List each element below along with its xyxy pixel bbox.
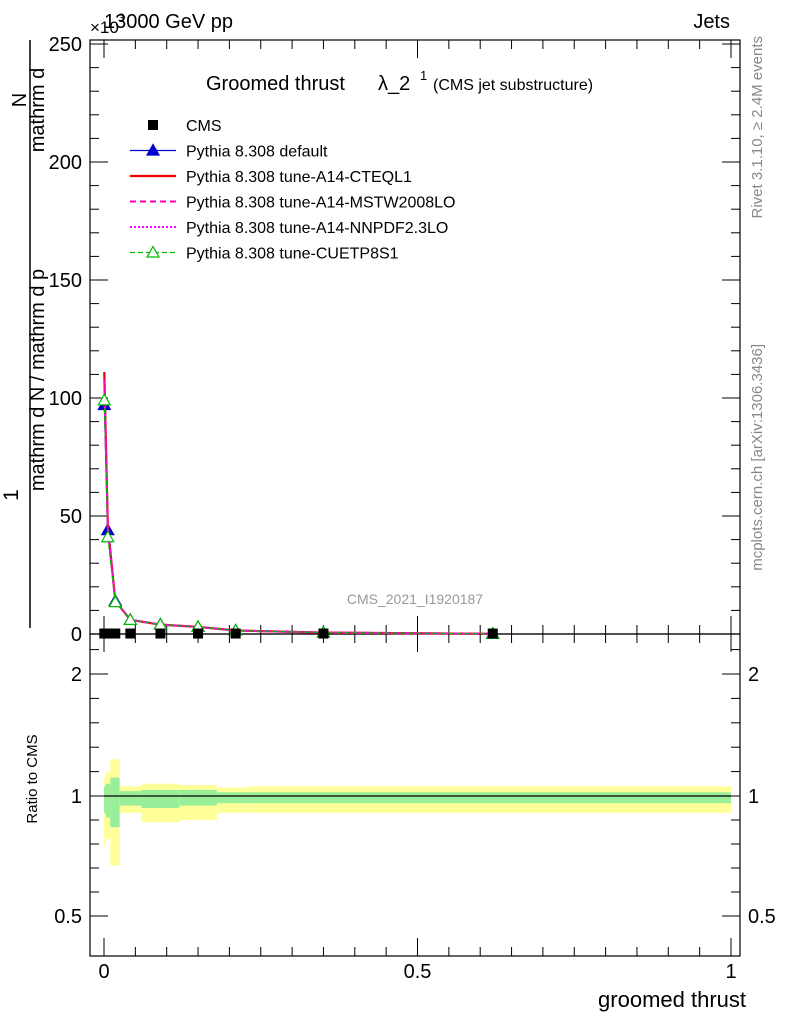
upper-ytick-label: 250	[49, 34, 82, 56]
ylabel-one: 1	[0, 489, 23, 501]
title-text: Groomed thrust	[206, 73, 345, 95]
ratio-inner-band	[141, 789, 180, 808]
legend-label: CMS	[186, 118, 222, 135]
header-process: Jets	[693, 11, 730, 33]
lower-axes: 0.5 0.5 1 1 2 2 0 0.5 1	[54, 634, 776, 983]
upper-ytick-label: 0	[71, 624, 82, 646]
legend-entry: Pythia 8.308 tune-CUETP8S1	[130, 245, 399, 263]
exponent-label: ×10	[90, 18, 119, 37]
cms-data-point	[102, 628, 113, 639]
legend-marker	[145, 245, 161, 258]
cms-data-point	[125, 628, 136, 639]
cms-data-point	[193, 628, 204, 639]
legend-entry: Pythia 8.308 default	[130, 143, 328, 161]
lower-ytick-label: 1	[71, 786, 82, 808]
header-energy: 13000 GeV pp	[104, 11, 233, 33]
lower-ytick-label-right: 2	[748, 664, 759, 686]
legend-label: Pythia 8.308 tune-A14-MSTW2008LO	[186, 195, 455, 212]
ratio-ylabel: Ratio to CMS	[24, 734, 41, 823]
legend-label: Pythia 8.308 default	[186, 144, 328, 161]
upper-ylabel: 1 mathrm d N / mathrm d p mathrm d N	[0, 68, 49, 501]
xtick-label: 0.5	[404, 961, 432, 983]
upper-ytick-label: 150	[49, 270, 82, 292]
legend-label: Pythia 8.308 tune-CUETP8S1	[186, 246, 399, 263]
mcplots-label: mcplots.cern.ch [arXiv:1306.3436]	[749, 344, 766, 571]
upper-ytick-label: 200	[49, 152, 82, 174]
legend: CMS Pythia 8.308 default Pythia 8.308 tune…	[130, 118, 455, 263]
exponent-power: 3	[118, 11, 125, 25]
ylabel-numerator: mathrm d	[27, 68, 49, 152]
series-marker	[97, 393, 112, 406]
ratio-inner-band	[248, 792, 731, 804]
ylabel-denominator: mathrm d N / mathrm d p	[27, 269, 49, 491]
lower-ytick-label: 2	[71, 664, 82, 686]
xtick-label: 1	[725, 961, 736, 983]
title-superscript: 1	[420, 68, 427, 83]
series-marker	[100, 530, 115, 543]
cms-data-point	[110, 628, 121, 639]
ratio-inner-band	[104, 786, 106, 813]
lower-ytick-label-right: 0.5	[748, 906, 776, 928]
ratio-inner-band	[119, 791, 142, 806]
cms-data-point	[487, 628, 498, 639]
analysis-watermark: CMS_2021_I1920187	[347, 591, 483, 607]
upper-ytick-label: 100	[49, 388, 82, 410]
cms-data-point	[155, 628, 166, 639]
ratio-inner-band	[110, 777, 120, 828]
legend-label: Pythia 8.308 tune-A14-NNPDF2.3LO	[186, 220, 448, 237]
series-marker	[123, 612, 138, 625]
lower-ytick-label: 0.5	[54, 906, 82, 928]
legend-entry: CMS	[148, 118, 222, 135]
series-marker	[108, 594, 123, 608]
title-symbol: λ_2	[378, 73, 410, 95]
upper-data	[97, 371, 500, 639]
xtick-label: 0	[98, 961, 109, 983]
xaxis-label: groomed thrust	[598, 987, 746, 1012]
rivet-label: Rivet 3.1.10, ≥ 2.4M events	[749, 36, 766, 219]
ratio-bands	[104, 759, 731, 866]
plot-title: Groomed thrust λ_2 1 (CMS jet substructu…	[206, 68, 593, 95]
legend-entry: Pythia 8.308 tune-A14-CTEQL1	[130, 169, 412, 186]
legend-cms-marker	[148, 120, 158, 130]
ylabel-numerator-n: N	[9, 93, 31, 107]
ratio-inner-band	[216, 792, 249, 804]
title-subtitle: (CMS jet substructure)	[433, 77, 593, 94]
lower-ytick-label-right: 1	[748, 786, 759, 808]
legend-entry: Pythia 8.308 tune-A14-NNPDF2.3LO	[130, 220, 448, 237]
cms-data-point	[230, 628, 241, 639]
series-line	[103, 379, 493, 635]
ratio-inner-band	[179, 789, 217, 806]
cms-data-point	[318, 628, 329, 639]
legend-entry: Pythia 8.308 tune-A14-MSTW2008LO	[130, 195, 455, 212]
legend-label: Pythia 8.308 tune-A14-CTEQL1	[186, 169, 412, 186]
upper-ytick-label: 50	[60, 506, 82, 528]
upper-axes: 0 50 100 150 200 250	[49, 34, 740, 646]
legend-marker	[145, 143, 161, 156]
ratio-inner-band	[105, 783, 111, 818]
